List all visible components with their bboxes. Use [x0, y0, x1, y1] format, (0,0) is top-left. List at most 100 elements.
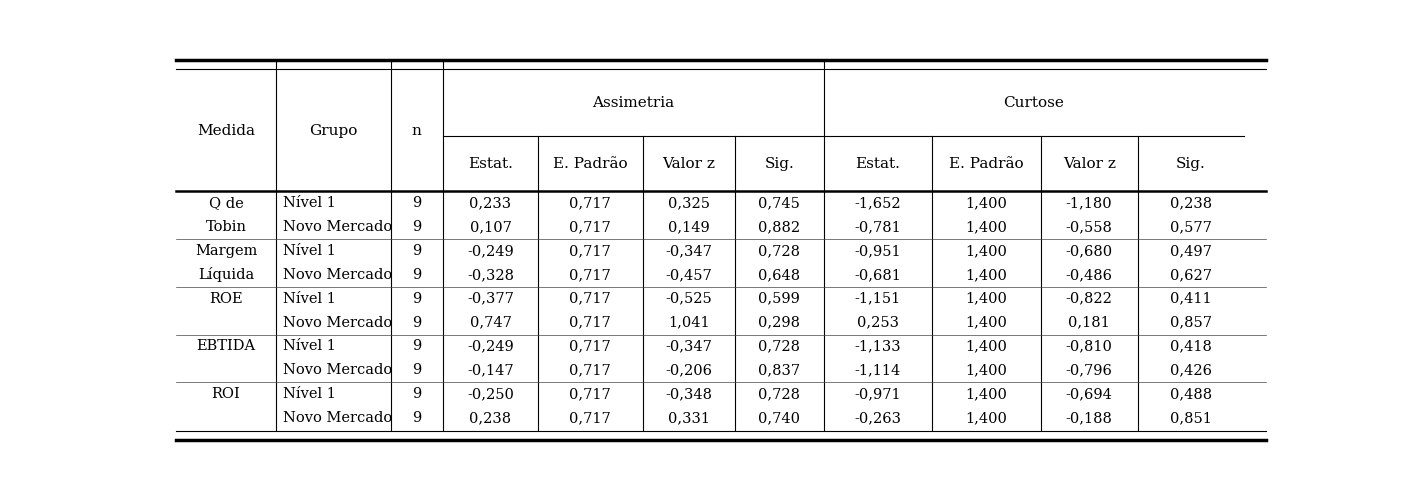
Text: 9: 9: [412, 387, 422, 401]
Text: Medida: Medida: [197, 124, 255, 138]
Text: 0,851: 0,851: [1171, 411, 1211, 425]
Text: 1,400: 1,400: [965, 292, 1007, 306]
Text: n: n: [412, 124, 422, 138]
Text: 9: 9: [412, 268, 422, 282]
Text: Estat.: Estat.: [469, 157, 514, 171]
Text: 9: 9: [412, 196, 422, 210]
Text: -0,822: -0,822: [1065, 292, 1113, 306]
Text: 0,497: 0,497: [1171, 244, 1211, 258]
Text: 1,400: 1,400: [965, 315, 1007, 329]
Text: Nível 1: Nível 1: [283, 196, 336, 210]
Text: 0,740: 0,740: [758, 411, 801, 425]
Text: -0,206: -0,206: [666, 363, 712, 377]
Text: 9: 9: [412, 244, 422, 258]
Text: 0,837: 0,837: [758, 363, 801, 377]
Text: -0,486: -0,486: [1065, 268, 1113, 282]
Text: 0,107: 0,107: [470, 220, 511, 234]
Text: Líquida: Líquida: [198, 267, 255, 282]
Text: Margem: Margem: [194, 244, 257, 258]
Text: 0,577: 0,577: [1171, 220, 1211, 234]
Text: -0,188: -0,188: [1065, 411, 1113, 425]
Text: 0,717: 0,717: [570, 196, 611, 210]
Text: -0,457: -0,457: [666, 268, 712, 282]
Text: Tobin: Tobin: [205, 220, 246, 234]
Text: 1,400: 1,400: [965, 196, 1007, 210]
Text: 0,717: 0,717: [570, 411, 611, 425]
Text: 0,298: 0,298: [758, 315, 801, 329]
Text: -0,971: -0,971: [854, 387, 900, 401]
Text: 0,857: 0,857: [1171, 315, 1211, 329]
Text: -0,525: -0,525: [666, 292, 712, 306]
Text: 0,233: 0,233: [470, 196, 512, 210]
Text: 1,041: 1,041: [668, 315, 709, 329]
Text: -0,328: -0,328: [467, 268, 514, 282]
Text: 1,400: 1,400: [965, 339, 1007, 354]
Text: 0,627: 0,627: [1171, 268, 1211, 282]
Text: 9: 9: [412, 339, 422, 354]
Text: 0,411: 0,411: [1171, 292, 1211, 306]
Text: 0,728: 0,728: [758, 387, 801, 401]
Text: -0,680: -0,680: [1065, 244, 1113, 258]
Text: Valor z: Valor z: [663, 157, 715, 171]
Text: Sig.: Sig.: [764, 157, 795, 171]
Text: 1,400: 1,400: [965, 268, 1007, 282]
Text: -0,796: -0,796: [1065, 363, 1113, 377]
Text: 9: 9: [412, 363, 422, 377]
Text: 9: 9: [412, 315, 422, 329]
Text: Sig.: Sig.: [1176, 157, 1206, 171]
Text: 0,488: 0,488: [1171, 387, 1211, 401]
Text: -0,781: -0,781: [854, 220, 900, 234]
Text: -1,114: -1,114: [854, 363, 900, 377]
Text: Grupo: Grupo: [310, 124, 357, 138]
Text: ROE: ROE: [210, 292, 243, 306]
Text: 1,400: 1,400: [965, 220, 1007, 234]
Text: 0,331: 0,331: [668, 411, 711, 425]
Text: Novo Mercado: Novo Mercado: [283, 363, 393, 377]
Text: 0,717: 0,717: [570, 268, 611, 282]
Text: -0,348: -0,348: [666, 387, 712, 401]
Text: Valor z: Valor z: [1062, 157, 1116, 171]
Text: -0,249: -0,249: [467, 244, 514, 258]
Text: E. Padrão: E. Padrão: [948, 157, 1023, 171]
Text: 0,253: 0,253: [857, 315, 899, 329]
Text: 0,747: 0,747: [470, 315, 511, 329]
Text: -0,250: -0,250: [467, 387, 514, 401]
Text: -1,652: -1,652: [854, 196, 900, 210]
Text: Novo Mercado: Novo Mercado: [283, 220, 393, 234]
Text: 1,400: 1,400: [965, 244, 1007, 258]
Text: -0,377: -0,377: [467, 292, 514, 306]
Text: 0,728: 0,728: [758, 244, 801, 258]
Text: -0,347: -0,347: [666, 339, 712, 354]
Text: Nível 1: Nível 1: [283, 244, 336, 258]
Text: 0,648: 0,648: [758, 268, 801, 282]
Text: EBTIDA: EBTIDA: [197, 339, 256, 354]
Text: 0,238: 0,238: [470, 411, 512, 425]
Text: -1,151: -1,151: [854, 292, 900, 306]
Text: Novo Mercado: Novo Mercado: [283, 411, 393, 425]
Text: 0,149: 0,149: [668, 220, 709, 234]
Text: 0,418: 0,418: [1171, 339, 1211, 354]
Text: -0,810: -0,810: [1065, 339, 1113, 354]
Text: -0,694: -0,694: [1065, 387, 1113, 401]
Text: Q de: Q de: [208, 196, 243, 210]
Text: 0,325: 0,325: [668, 196, 711, 210]
Text: -0,558: -0,558: [1065, 220, 1113, 234]
Text: 0,728: 0,728: [758, 339, 801, 354]
Text: 0,717: 0,717: [570, 220, 611, 234]
Text: 0,717: 0,717: [570, 387, 611, 401]
Text: Curtose: Curtose: [1003, 96, 1065, 111]
Text: 0,717: 0,717: [570, 292, 611, 306]
Text: 0,717: 0,717: [570, 363, 611, 377]
Text: 0,599: 0,599: [758, 292, 801, 306]
Text: 0,181: 0,181: [1068, 315, 1110, 329]
Text: 0,717: 0,717: [570, 315, 611, 329]
Text: Novo Mercado: Novo Mercado: [283, 268, 393, 282]
Text: 0,717: 0,717: [570, 339, 611, 354]
Text: 0,717: 0,717: [570, 244, 611, 258]
Text: 1,400: 1,400: [965, 363, 1007, 377]
Text: 0,882: 0,882: [758, 220, 801, 234]
Text: -0,147: -0,147: [467, 363, 514, 377]
Text: 0,238: 0,238: [1171, 196, 1211, 210]
Text: -1,180: -1,180: [1065, 196, 1113, 210]
Text: Nível 1: Nível 1: [283, 339, 336, 354]
